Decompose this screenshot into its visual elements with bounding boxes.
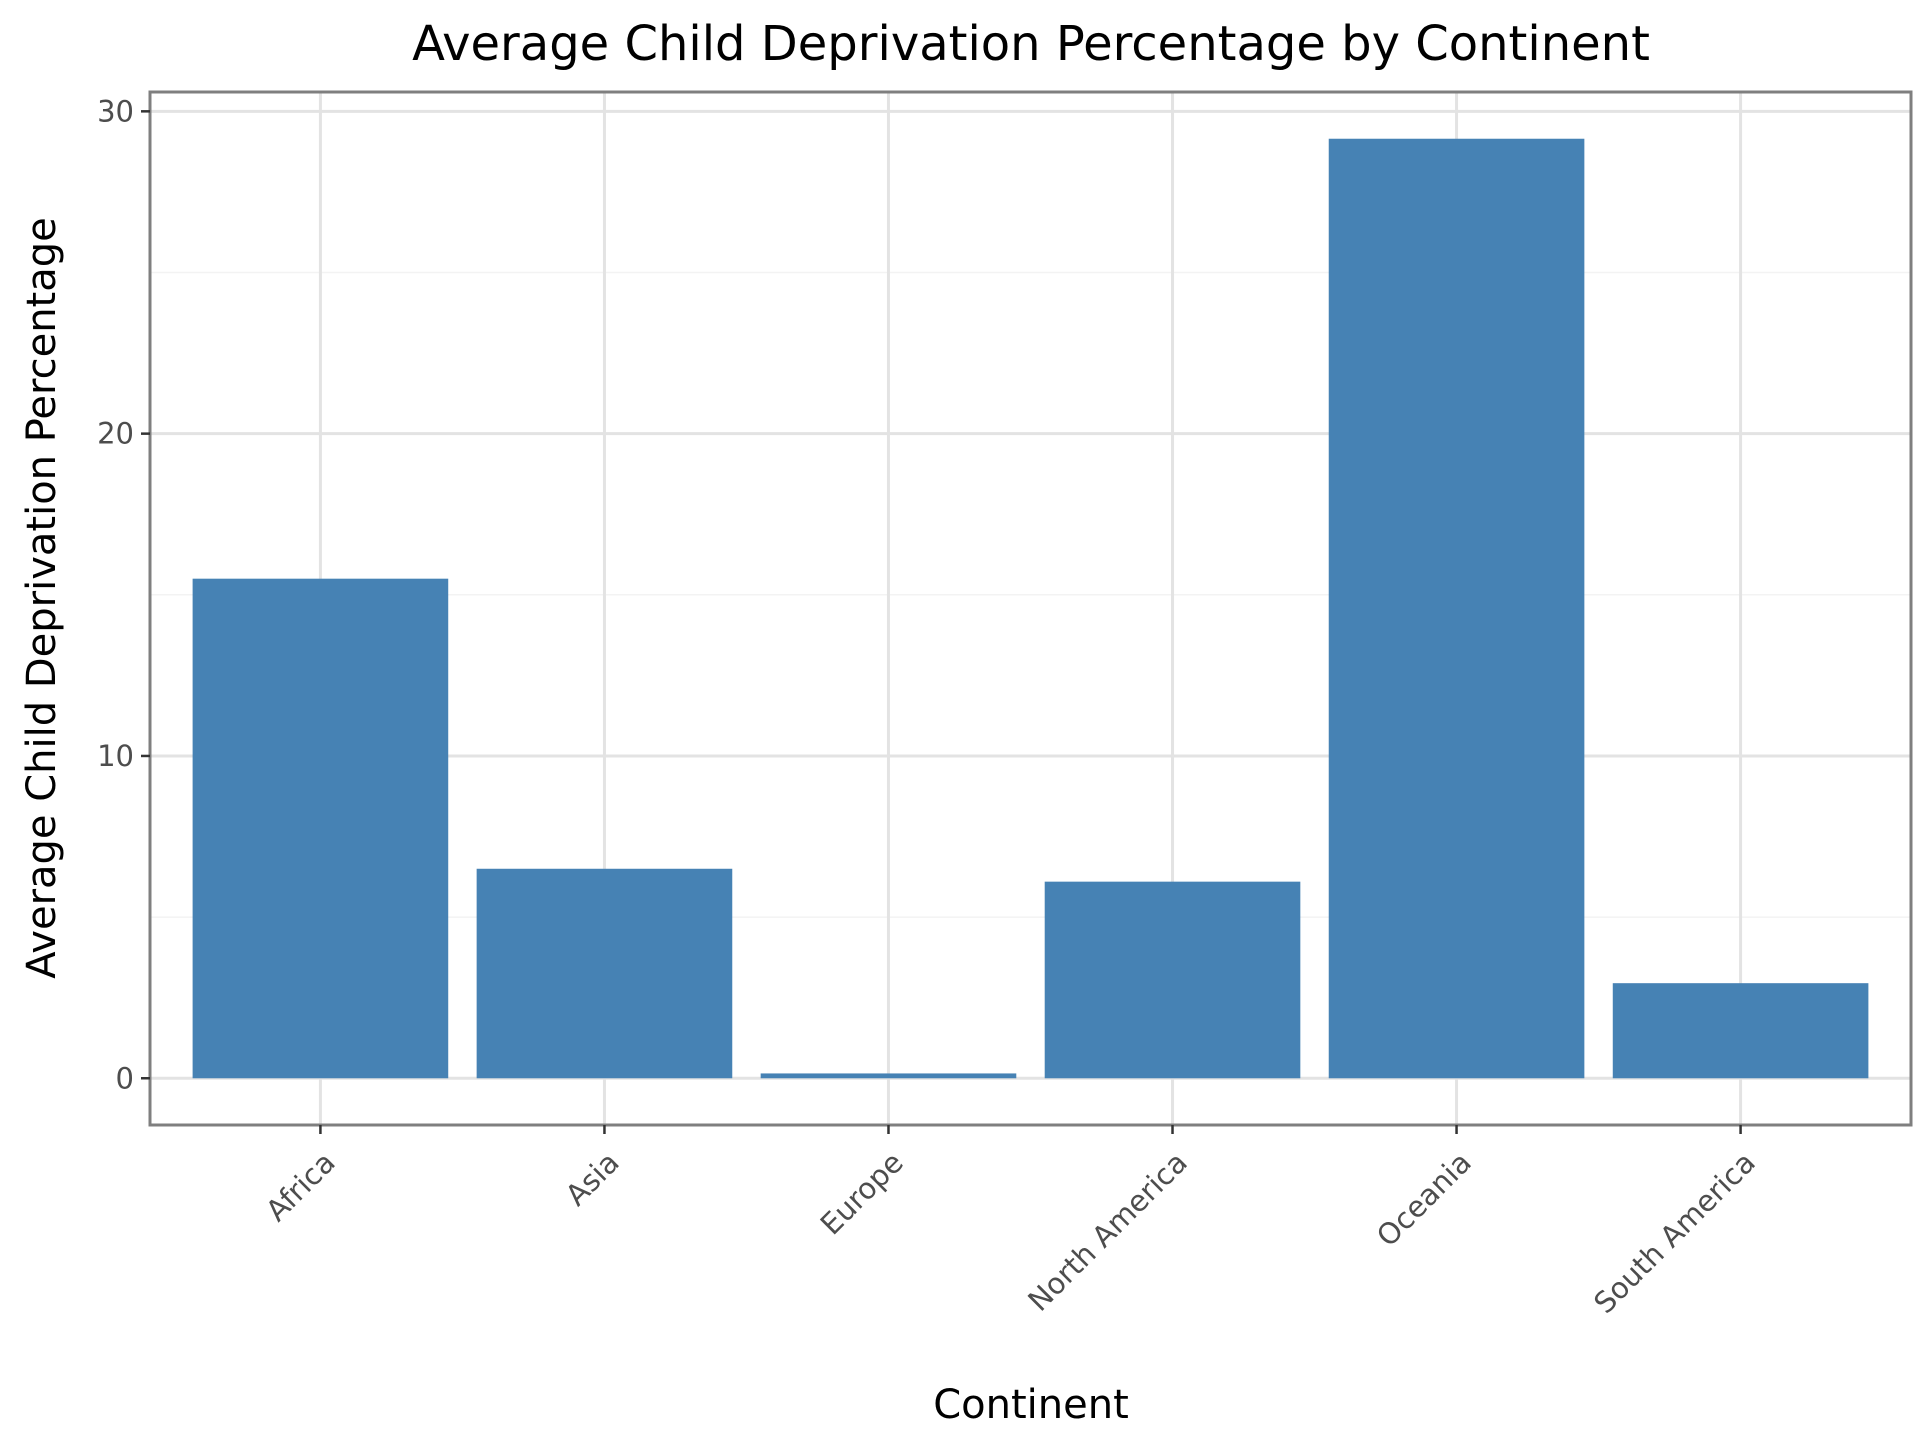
y-tick-label: 30	[97, 94, 134, 128]
y-tick-label: 20	[97, 417, 134, 451]
bars	[192, 138, 1869, 1079]
bar-africa	[192, 578, 449, 1079]
y-tick-label: 0	[116, 1061, 134, 1095]
x-axis-title: Continent	[933, 1382, 1129, 1428]
bar-europe	[760, 1073, 1017, 1079]
plot-panel-border	[148, 90, 1913, 1127]
bar-south-america	[1612, 983, 1869, 1079]
bar-oceania	[1328, 138, 1585, 1079]
bar-north-america	[1044, 881, 1301, 1079]
y-tick-label: 10	[97, 739, 134, 773]
y-axis-title: Average Child Deprivation Percentage	[19, 217, 65, 978]
bar-asia	[476, 868, 733, 1079]
chart-title: Average Child Deprivation Percentage by …	[412, 16, 1650, 72]
